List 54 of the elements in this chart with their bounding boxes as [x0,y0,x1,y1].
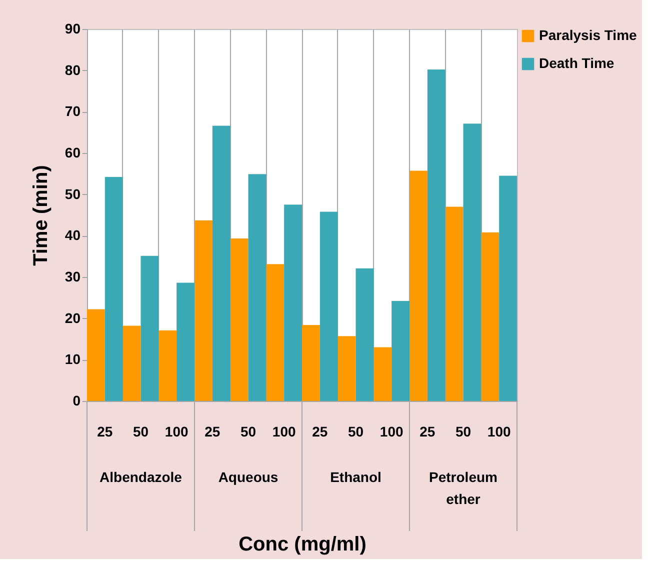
bar [338,336,356,401]
text: Ethanol [330,469,382,485]
legend-label: Death Time [539,55,614,71]
y-tick-label: 50 [64,186,81,202]
bar [445,206,464,401]
x-tick-label: 100 [164,424,188,440]
bar [463,124,482,401]
y-tick-label: 20 [64,310,81,326]
bar [374,347,392,401]
bar [122,326,141,401]
x-tick-label: 100 [487,424,511,440]
bar [284,204,302,401]
text: Aqueous [218,469,278,485]
bar [302,324,320,401]
bar [158,330,177,401]
bar [320,212,338,401]
y-tick-label: 60 [64,144,81,160]
bar [87,309,105,401]
x-tick-label: 25 [312,424,328,440]
bar [104,176,123,401]
x-tick-label: 25 [97,424,113,440]
y-tick-label: 70 [64,103,81,120]
x-tick-label: 100 [272,424,296,440]
bar [212,126,230,401]
x-tick-label: 25 [420,424,436,440]
bar [230,238,248,401]
bar [481,232,500,401]
x-tick-label: 50 [132,424,149,440]
x-tick-label: 50 [240,424,256,440]
x-tick-label: 50 [455,424,472,440]
bar [410,170,428,401]
y-tick-label: 80 [64,62,81,78]
y-tick-label: 0 [72,392,81,408]
y-tick-label: 40 [64,227,81,244]
x-axis-title: Conc (mg/ml) [238,534,366,556]
x-tick-label: 100 [380,424,404,440]
y-axis-title: Time (min) [30,165,52,266]
y-tick-label: 30 [64,268,81,284]
bar [356,268,374,401]
bar [499,176,517,401]
bar [392,300,410,401]
x-tick-label: 25 [204,424,220,440]
bar [427,70,446,401]
bar [266,264,284,401]
legend-label: Paralysis Time [539,27,638,43]
bar [194,220,212,401]
x-tick-label: 50 [348,424,364,440]
bar [176,282,194,401]
text: Albendazole [100,469,182,485]
y-tick-label: 90 [64,20,81,36]
y-tick-label: 10 [64,351,81,368]
bar [248,174,266,401]
bar [140,256,159,401]
text: Petroleum ether [429,469,498,507]
